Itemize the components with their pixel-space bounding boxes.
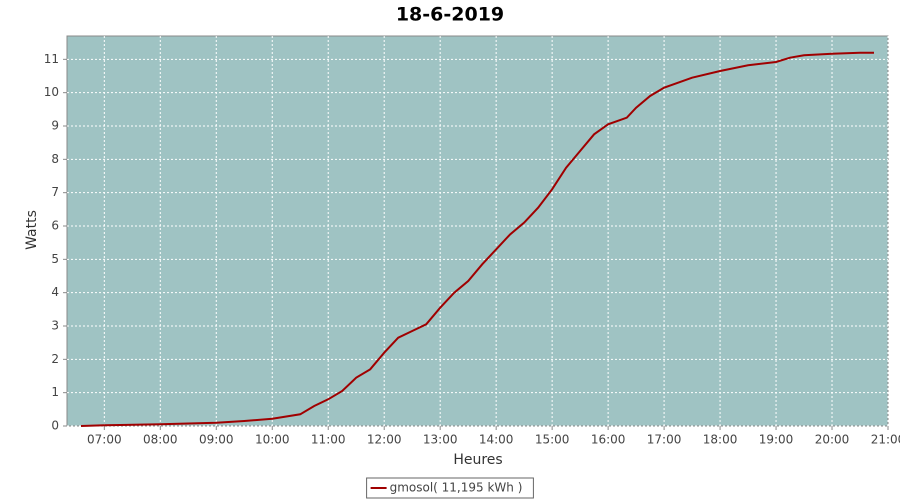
data-line xyxy=(80,51,874,427)
legend-label: gmosol( 11,195 kWh ) xyxy=(390,481,523,495)
y-tick-label: 6 xyxy=(51,219,59,233)
legend-box xyxy=(366,477,534,499)
chart-title: 18-6-2019 xyxy=(396,4,504,26)
x-tick-label: 18:00 xyxy=(703,433,738,447)
x-tick-label: 13:00 xyxy=(423,433,458,447)
y-tick-label: 0 xyxy=(51,419,59,433)
y-tick-label: 3 xyxy=(51,319,59,333)
x-tick-label: 07:00 xyxy=(87,433,122,447)
x-tick-label: 14:00 xyxy=(479,433,514,447)
x-tick-label: 21:00 xyxy=(871,433,900,447)
y-tick-label: 4 xyxy=(51,285,59,299)
y-tick-label: 7 xyxy=(51,185,59,199)
x-tick-label: 17:00 xyxy=(647,433,682,447)
x-axis-label: Heures xyxy=(453,452,502,468)
legend: gmosol( 11,195 kWh ) xyxy=(366,477,534,499)
y-tick-label: 9 xyxy=(51,119,59,133)
x-tick-label: 20:00 xyxy=(815,433,850,447)
plot-area xyxy=(66,35,889,427)
x-tick-label: 16:00 xyxy=(591,433,626,447)
x-tick-label: 08:00 xyxy=(143,433,178,447)
y-tick-label: 10 xyxy=(44,85,59,99)
y-tick-label: 8 xyxy=(51,152,59,166)
y-tick-label: 11 xyxy=(44,52,59,66)
x-tick-label: 12:00 xyxy=(367,433,402,447)
x-tick-label: 09:00 xyxy=(199,433,234,447)
x-tick-label: 10:00 xyxy=(255,433,290,447)
x-tick-label: 15:00 xyxy=(535,433,570,447)
y-tick-label: 1 xyxy=(51,385,59,399)
y-tick-label: 5 xyxy=(51,252,59,266)
x-tick-label: 11:00 xyxy=(311,433,346,447)
y-tick-label: 2 xyxy=(51,352,59,366)
x-tick-label: 19:00 xyxy=(759,433,794,447)
y-axis-label: Watts xyxy=(24,210,40,250)
